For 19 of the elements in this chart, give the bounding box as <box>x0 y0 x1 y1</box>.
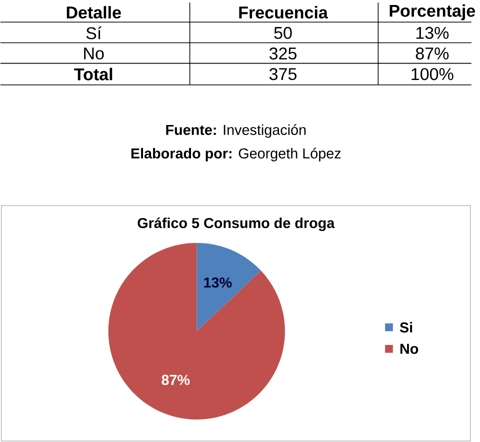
text: Total <box>74 68 112 80</box>
text: Detalle <box>66 6 121 18</box>
text: 375 <box>269 68 296 80</box>
text: Frecuencia <box>239 6 328 18</box>
text: 87% <box>416 47 449 60</box>
text: 13% <box>416 26 449 39</box>
text: 325 <box>269 47 296 60</box>
text: 50 <box>274 26 292 39</box>
data-label: 87% <box>162 374 190 385</box>
legend-label: No <box>400 344 418 354</box>
text: Fuente: Investigación <box>166 124 306 138</box>
text: No <box>84 48 104 60</box>
text: Sí <box>86 26 102 40</box>
data-label: 13% <box>204 277 232 288</box>
text: Elaborado por: Georgeth López <box>131 148 341 162</box>
text: 100% <box>412 68 454 80</box>
legend-label: Si <box>400 322 412 333</box>
chart-title: Gráfico 5 Consumo de droga <box>138 217 335 232</box>
text: Porcentaje <box>390 4 476 20</box>
